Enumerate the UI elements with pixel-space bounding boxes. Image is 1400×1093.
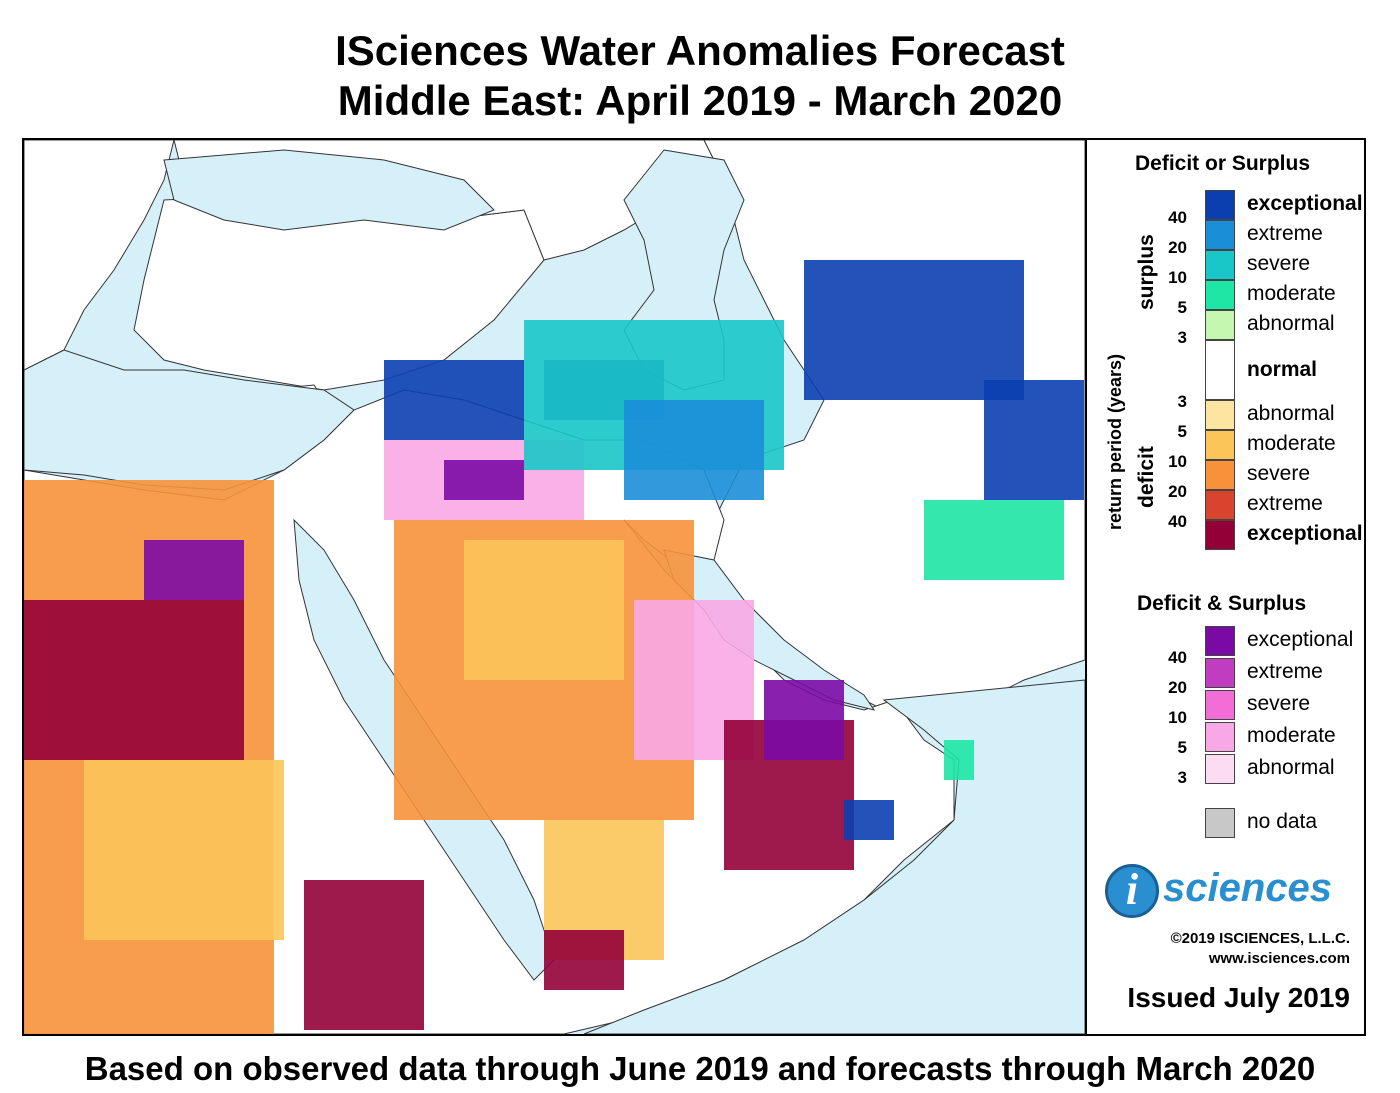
footer-note: Based on observed data through June 2019… — [84, 1050, 1316, 1087]
legend-heading-deficit-and-surplus: Deficit & Surplus — [1137, 592, 1307, 615]
combined-swatch-moderate — [1205, 722, 1235, 752]
deficit-label-abnormal: abnormal — [1247, 402, 1335, 425]
combined-swatch-extreme — [1205, 658, 1235, 688]
anomaly-cells — [24, 260, 1084, 1034]
surplus-label: surplus — [1135, 234, 1158, 310]
combined-label-extreme: extreme — [1247, 660, 1323, 683]
deficit-return-period-20: 20 — [1168, 482, 1187, 501]
deficit-return-period-5: 5 — [1177, 422, 1187, 441]
iran-north-exceptional — [804, 260, 1024, 400]
issued-date: Issued July 2019 — [1127, 982, 1350, 1013]
afghan-exceptional — [984, 380, 1084, 500]
egypt-combined — [144, 540, 244, 600]
combined-swatch-abnormal — [1205, 754, 1235, 784]
surplus-label-severe: severe — [1247, 252, 1311, 275]
deficit-swatch-extreme — [1205, 490, 1235, 520]
uae-combined — [764, 680, 844, 760]
combined-return-period-10: 10 — [1168, 708, 1187, 727]
iran-extreme-surplus — [624, 400, 764, 500]
deficit-swatch-moderate — [1205, 430, 1235, 460]
iran-east-moderate — [924, 500, 1064, 580]
legend-panel: Deficit or Surplus return period (years)… — [1087, 140, 1364, 1034]
surplus-return-period-5: 5 — [1177, 298, 1187, 317]
combined-return-period-40: 40 — [1168, 648, 1187, 667]
surplus-return-period-10: 10 — [1168, 268, 1187, 287]
sudan-deficit — [84, 760, 284, 940]
deficit-label-extreme: extreme — [1247, 492, 1323, 515]
return-period-axis-label: return period (years) — [1105, 353, 1125, 530]
surplus-return-period-3: 3 — [1177, 328, 1187, 347]
ethiopia-exceptional-deficit — [304, 880, 424, 1030]
turkey-exceptional-surplus — [384, 360, 524, 440]
oman-coast-surplus — [944, 740, 974, 780]
oman-surplus — [844, 800, 894, 840]
yemen-exceptional — [544, 930, 624, 990]
nodata-label: no data — [1247, 810, 1318, 833]
surplus-swatch-exceptional — [1205, 190, 1235, 220]
combined-label-moderate: moderate — [1247, 724, 1336, 747]
surplus-swatch-abnormal — [1205, 310, 1235, 340]
combined-swatch-exceptional — [1205, 626, 1235, 656]
logo-circle-icon — [1105, 864, 1159, 918]
deficit-label-moderate: moderate — [1247, 432, 1336, 455]
deficit-return-period-40: 40 — [1168, 512, 1187, 531]
mediterranean-sea — [24, 349, 355, 491]
arabia-moderate — [464, 540, 624, 680]
egypt-exceptional-deficit — [24, 600, 244, 760]
logo-wordmark: sciences — [1163, 866, 1333, 910]
deficit-label: deficit — [1135, 446, 1158, 508]
website-text: www.isciences.com — [1208, 950, 1350, 967]
combined-label-exceptional: exceptional — [1247, 628, 1354, 651]
surplus-label-moderate: moderate — [1247, 282, 1336, 305]
deficit-label-exceptional: exceptional — [1247, 522, 1363, 545]
isciences-logo: i sciences — [1105, 862, 1365, 922]
normal-swatch — [1205, 340, 1235, 400]
map-frame: Deficit or Surplus return period (years)… — [22, 138, 1366, 1036]
combined-return-period-5: 5 — [1177, 738, 1187, 757]
nodata-swatch — [1205, 808, 1235, 838]
legend-heading-deficit-or-surplus: Deficit or Surplus — [1135, 152, 1311, 175]
deficit-return-period-10: 10 — [1168, 452, 1187, 471]
surplus-swatch-extreme — [1205, 220, 1235, 250]
surplus-swatch-moderate — [1205, 280, 1235, 310]
deficit-swatch-exceptional — [1205, 520, 1235, 550]
map-title-line-2: Middle East: April 2019 - March 2020 — [337, 77, 1063, 124]
combined-label-abnormal: abnormal — [1247, 756, 1335, 779]
combined-return-period-3: 3 — [1177, 768, 1187, 787]
surplus-label-abnormal: abnormal — [1247, 312, 1335, 335]
deficit-swatch-abnormal — [1205, 400, 1235, 430]
deficit-label-severe: severe — [1247, 462, 1311, 485]
deficit-swatch-severe — [1205, 460, 1235, 490]
combined-return-period-20: 20 — [1168, 678, 1187, 697]
combined-label-severe: severe — [1247, 692, 1311, 715]
surplus-swatch-severe — [1205, 250, 1235, 280]
surplus-label-extreme: extreme — [1247, 222, 1323, 245]
surplus-return-period-20: 20 — [1168, 238, 1187, 257]
anomaly-map — [24, 140, 1087, 1034]
anomaly-map-svg — [24, 140, 1085, 1034]
map-title-line-1: ISciences Water Anomalies Forecast — [335, 27, 1065, 74]
combined-swatch-severe — [1205, 690, 1235, 720]
copyright-text: ©2019 ISCIENCES, L.L.C. — [1170, 930, 1350, 947]
black-sea — [163, 149, 495, 231]
surplus-label-exceptional: exceptional — [1247, 192, 1363, 215]
surplus-return-period-40: 40 — [1168, 208, 1187, 227]
iraq-exceptional-combined — [444, 460, 524, 500]
logo-letter: i — [1125, 865, 1139, 914]
deficit-return-period-3: 3 — [1177, 392, 1187, 411]
normal-label: normal — [1247, 358, 1318, 381]
